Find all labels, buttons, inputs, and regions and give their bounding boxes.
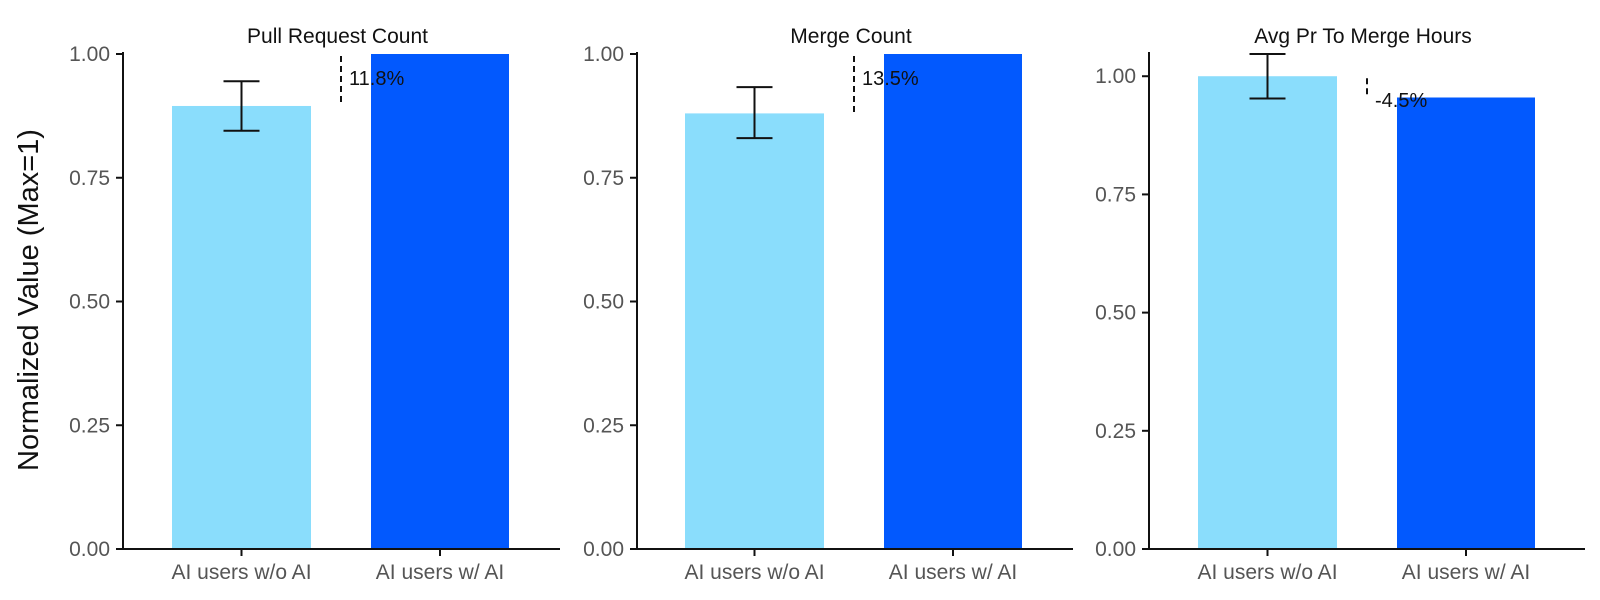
difference-label: -4.5%: [1375, 90, 1427, 112]
chart-title: Pull Request Count: [247, 25, 428, 48]
chart-title: Avg Pr To Merge Hours: [1254, 25, 1472, 48]
x-tick-label: AI users w/o AI: [1197, 561, 1337, 584]
x-tick-label: AI users w/ AI: [889, 561, 1017, 584]
chart-panels: 11.8% 0.00 0.25 0.50 0.75 1.00 AI users w/o AI…: [69, 25, 1585, 584]
chart-title: Merge Count: [790, 25, 912, 48]
error-bar: [223, 80, 260, 132]
bar-without-ai: [685, 113, 824, 550]
y-tick-label: 0.75: [1095, 183, 1136, 206]
y-tick-label: 0.25: [69, 414, 110, 437]
bar-with-ai: [884, 54, 1022, 549]
y-tick-label: 0.00: [583, 538, 624, 561]
y-tick-label: 1.00: [583, 43, 624, 66]
y-tick-label: 0.00: [69, 538, 110, 561]
difference-label: 13.5%: [862, 68, 919, 90]
y-tick-label: 1.00: [1095, 65, 1136, 88]
y-tick-label: 0.75: [69, 167, 110, 190]
y-tick-label: 0.00: [1095, 538, 1136, 561]
y-tick-label: 0.50: [69, 291, 110, 314]
x-tick-label: AI users w/o AI: [171, 561, 311, 584]
y-tick-label: 0.25: [583, 414, 624, 437]
error-bar: [1249, 53, 1286, 100]
bar-with-ai: [371, 54, 509, 549]
x-tick-label: AI users w/ AI: [1402, 561, 1530, 584]
x-tick-label: AI users w/ AI: [376, 561, 504, 584]
y-tick-label: 1.00: [69, 43, 110, 66]
y-tick-label: 0.50: [583, 291, 624, 314]
y-tick-label: 0.75: [583, 167, 624, 190]
y-axis-label: Normalized Value (Max=1): [13, 129, 45, 471]
chart-panel-3: -4.5% 0.00 0.25 0.50 0.75 1.00 AI users w/o AI…: [1095, 25, 1585, 584]
chart-panel-1: 11.8% 0.00 0.25 0.50 0.75 1.00 AI users w/o AI…: [69, 25, 560, 584]
x-tick-label: AI users w/o AI: [684, 561, 824, 584]
error-bar: [736, 86, 773, 140]
y-tick-label: 0.25: [1095, 420, 1136, 443]
y-tick-label: 0.50: [1095, 302, 1136, 325]
bar-without-ai: [172, 105, 311, 549]
bar-with-ai: [1397, 97, 1535, 550]
difference-label: 11.8%: [349, 68, 404, 90]
chart-panel-2: 13.5% 0.00 0.25 0.50 0.75 1.00 AI users w/o AI…: [583, 25, 1073, 584]
bar-without-ai: [1198, 76, 1337, 549]
